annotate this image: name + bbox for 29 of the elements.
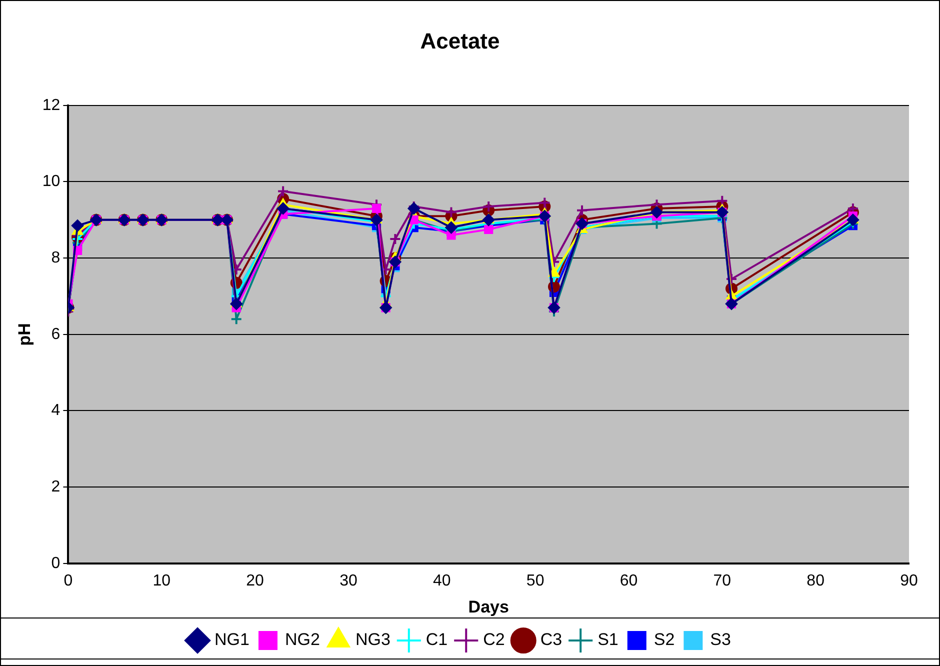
y-tick-label: 12 bbox=[42, 96, 60, 114]
x-tick-label: 60 bbox=[620, 572, 638, 590]
legend-label: S3 bbox=[710, 630, 731, 650]
y-tick-label: 6 bbox=[51, 326, 60, 343]
chart-title: Acetate bbox=[420, 28, 500, 54]
x-tick-label: 80 bbox=[806, 572, 825, 590]
x-axis-title: Days bbox=[468, 597, 509, 616]
y-axis-title: pH bbox=[14, 323, 34, 346]
legend-label: NG3 bbox=[355, 630, 390, 650]
x-tick-label: 10 bbox=[152, 572, 171, 590]
x-tick-label: 40 bbox=[432, 572, 451, 590]
y-tick-label: 8 bbox=[51, 249, 60, 266]
x-tick-label: 20 bbox=[246, 572, 264, 590]
legend-label: C2 bbox=[483, 630, 505, 650]
y-tick-label: 10 bbox=[42, 173, 60, 190]
y-tick-label: 4 bbox=[51, 402, 60, 420]
x-tick-label: 30 bbox=[340, 572, 358, 590]
legend-label: NG2 bbox=[284, 630, 320, 650]
legend-label: S2 bbox=[654, 630, 675, 650]
legend-label: NG1 bbox=[214, 630, 250, 650]
x-tick-label: 0 bbox=[64, 572, 73, 590]
y-tick-label: 2 bbox=[51, 478, 60, 496]
legend-label: C1 bbox=[426, 630, 448, 650]
legend-label: C3 bbox=[540, 630, 562, 650]
legend-label: S1 bbox=[598, 630, 618, 650]
x-tick-label: 50 bbox=[526, 572, 544, 590]
y-tick-label: 0 bbox=[51, 554, 60, 572]
x-tick-label: 70 bbox=[713, 572, 732, 590]
x-tick-label: 90 bbox=[900, 572, 918, 590]
